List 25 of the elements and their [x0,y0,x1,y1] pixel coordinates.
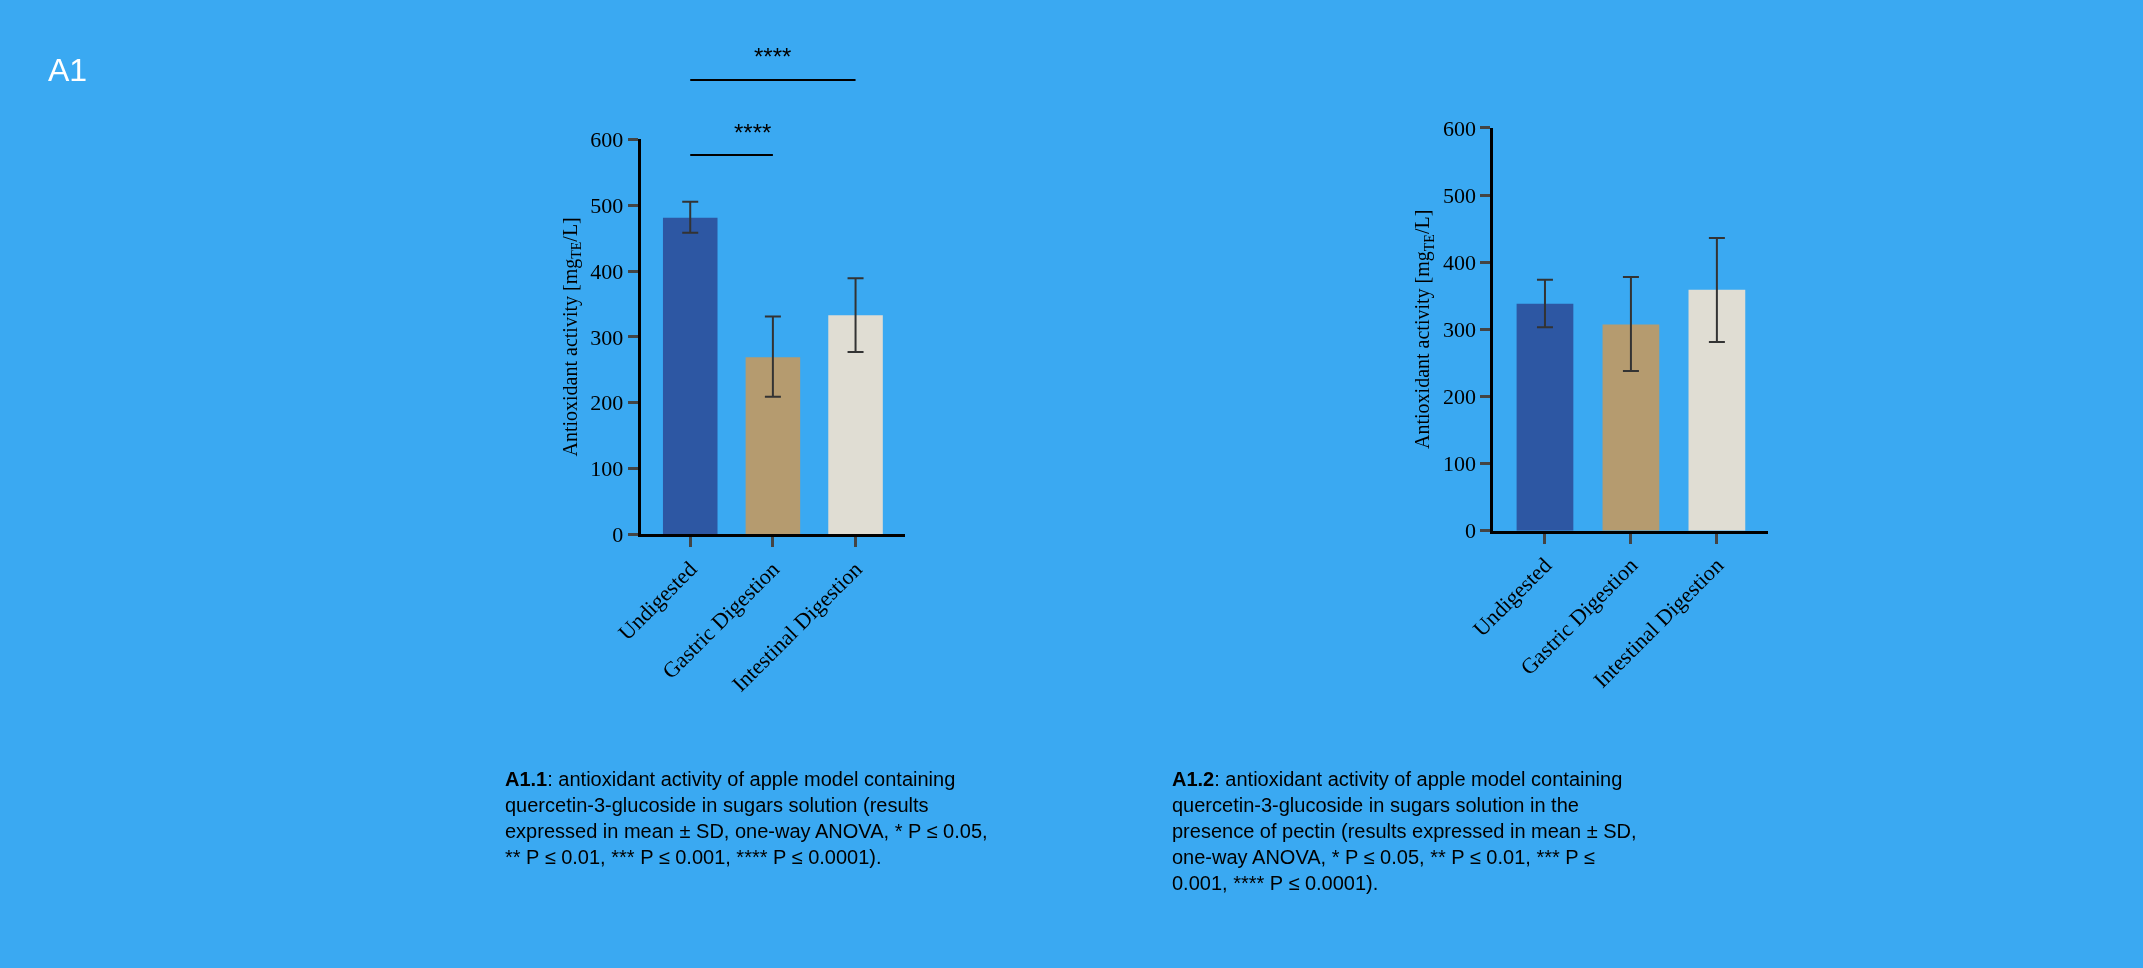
annotation: **** [734,119,772,146]
bar [662,217,718,535]
bar [745,357,801,535]
bar [1516,303,1574,531]
y-tick-label: 200 [1442,384,1476,410]
y-tick-label: 0 [1464,518,1476,544]
y-tick-label: 600 [1442,115,1476,141]
text: A1.1: antioxidant activity of apple model containing quercetin-3-glucoside in sugars solution (results expressed in mean ± SD, one-way ANOVA, * P ≤ 0.05, ** P ≤ 0.01, *** P ≤ 0.001, **** P ≤ 0.0001). [505,768,988,868]
bar [828,315,883,535]
text: A1.2: antioxidant activity of apple model containing quercetin-3-glucoside in sugars solution in the presence of pectin (results expressed in mean ± SD, one-way ANOVA, * P ≤ 0.05, ** P ≤ 0.01, *** P ≤ 0.001, **** P ≤ 0.0001). [1172,768,1637,894]
y-tick-label: 400 [590,258,624,284]
bar [1602,324,1660,531]
y-tick-label: 300 [590,324,624,350]
text: **** [754,43,792,70]
y-tick-label: 600 [590,127,624,152]
y-tick-label: 400 [1442,249,1476,275]
y-tick-label: 0 [612,522,624,548]
y-tick-label: 100 [590,456,624,482]
bar [1688,289,1746,531]
y-tick-label: 200 [590,390,624,416]
y-tick-label: 500 [1442,182,1476,208]
y-tick-label: 300 [1442,317,1476,343]
text: A1 [48,52,88,88]
y-tick-label: 500 [590,192,624,218]
y-tick-label: 100 [1442,451,1476,477]
